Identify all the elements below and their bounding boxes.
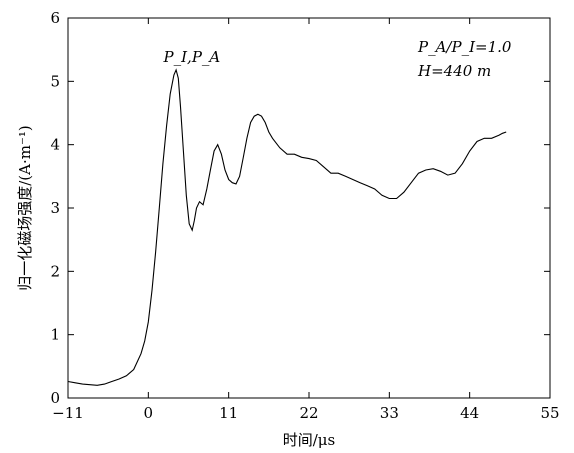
peak-annotation: P_I,P_A <box>163 48 221 66</box>
x-tick-label: 22 <box>299 404 318 422</box>
y-tick-label: 4 <box>50 136 60 154</box>
height-annotation: H=440 m <box>417 62 491 80</box>
x-tick-label: 55 <box>540 404 559 422</box>
y-tick-label: 3 <box>50 199 60 217</box>
x-tick-label: −11 <box>52 404 84 422</box>
x-tick-label: 33 <box>380 404 399 422</box>
series-line <box>67 68 507 386</box>
x-tick-label: 0 <box>144 404 154 422</box>
x-axis-label: 时间/μs <box>283 431 336 449</box>
y-axis-label: 归一化磁场强度/(A·m⁻¹) <box>16 125 34 291</box>
x-tick-label: 44 <box>460 404 479 422</box>
y-tick-label: 5 <box>50 72 60 90</box>
y-tick-label: 6 <box>50 9 60 27</box>
y-tick-label: 1 <box>50 326 60 344</box>
y-tick-label: 2 <box>50 262 60 280</box>
x-tick-label: 11 <box>219 404 238 422</box>
y-tick-label: 0 <box>50 389 60 407</box>
ratio-annotation: P_A/P_I=1.0 <box>417 38 512 56</box>
